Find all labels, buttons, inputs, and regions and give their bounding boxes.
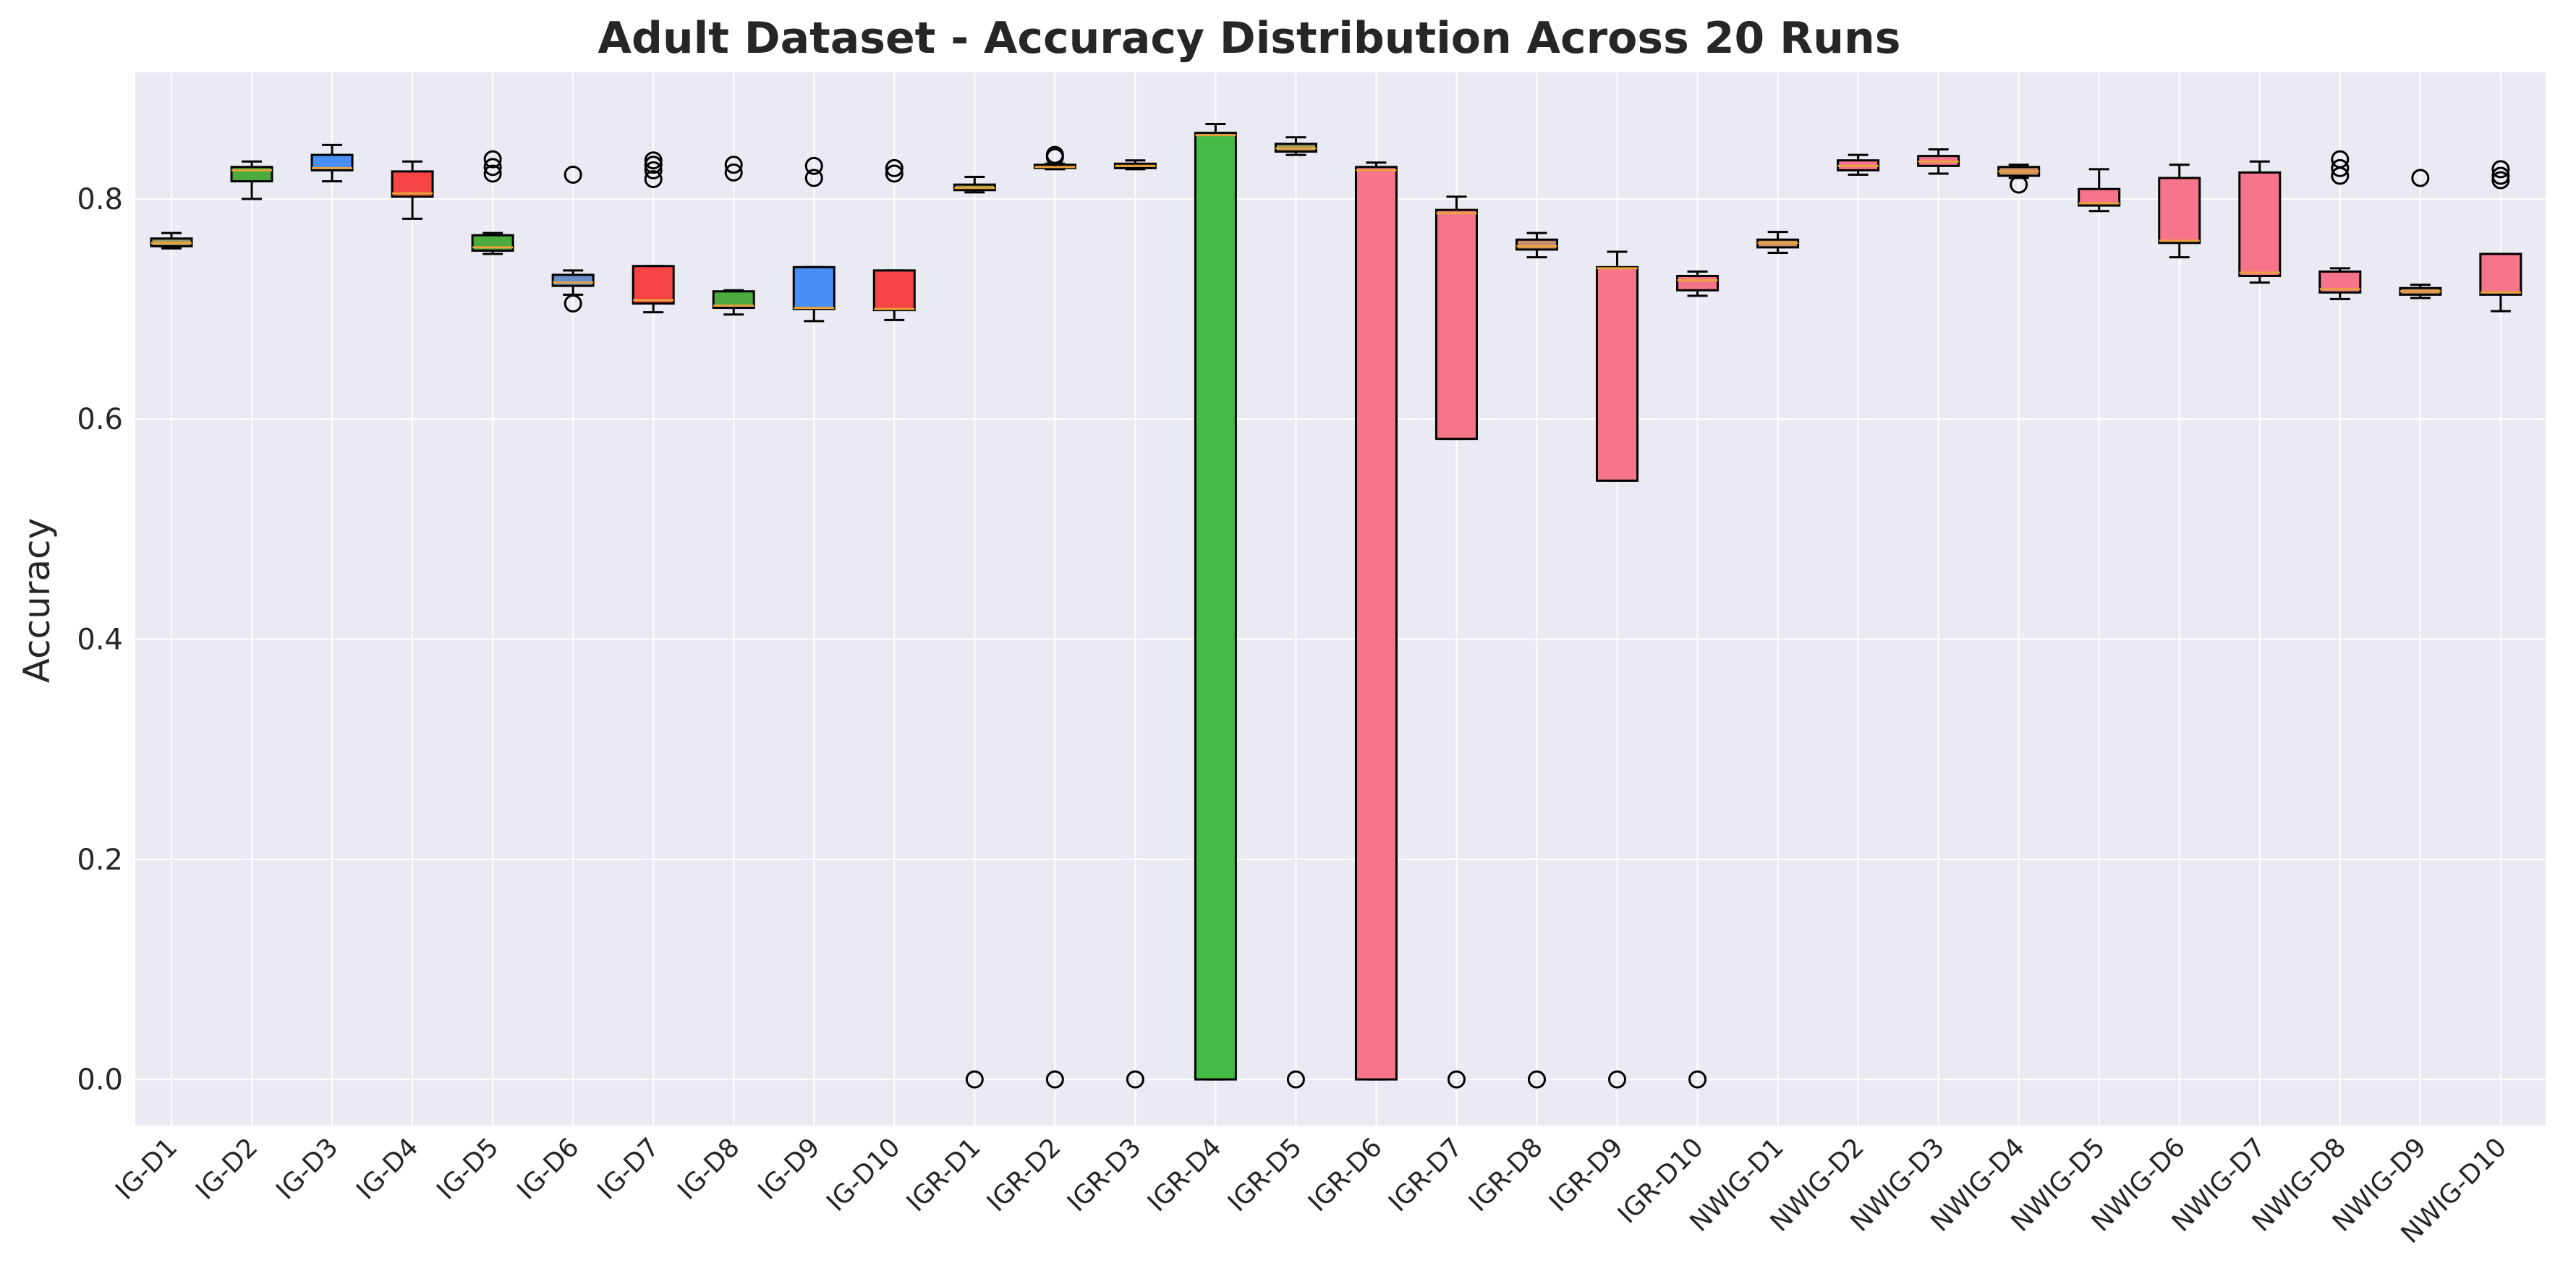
outlier-point: [564, 294, 582, 313]
outlier-point: [1286, 1070, 1305, 1089]
outlier-point: [1126, 1070, 1144, 1089]
box-body: [792, 265, 836, 310]
box-igr-d3: [1113, 159, 1157, 1089]
outlier-point: [1045, 145, 1064, 164]
box-body: [872, 269, 916, 312]
box-body: [712, 290, 755, 310]
outlier-point: [644, 170, 663, 189]
y-tick-label: 0.6: [77, 403, 123, 436]
outlier-point: [2010, 175, 2028, 194]
box-igr-d1: [953, 176, 996, 1089]
box-nwig-d3: [1917, 148, 1960, 175]
box-igr-d10: [1676, 270, 1720, 1089]
box-ig-d3: [310, 143, 354, 183]
box-ig-d10: [872, 158, 916, 321]
box-nwig-d8: [2318, 150, 2362, 300]
outlier-point: [1688, 1070, 1707, 1089]
outlier-point: [564, 165, 582, 184]
box-body: [632, 265, 675, 305]
box-igr-d7: [1434, 195, 1478, 1089]
box-body: [230, 166, 273, 183]
outlier-point: [483, 150, 502, 169]
outlier-point: [2491, 171, 2510, 190]
box-igr-d8: [1516, 231, 1559, 1089]
outlier-point: [1447, 1070, 1466, 1089]
plot-area: [135, 72, 2546, 1126]
outlier-point: [2491, 160, 2510, 179]
box-ig-d5: [471, 150, 514, 255]
box-body: [1516, 238, 1559, 251]
box-nwig-d2: [1837, 153, 1880, 176]
outlier-point: [644, 156, 663, 174]
outlier-point: [483, 158, 502, 177]
outlier-point: [644, 161, 663, 179]
box-nwig-d6: [2158, 163, 2201, 259]
box-ig-d2: [230, 160, 273, 200]
box-nwig-d4: [1997, 163, 2041, 194]
outlier-point: [1045, 1070, 1064, 1089]
outlier-point: [724, 156, 743, 174]
box-ig-d1: [150, 231, 193, 250]
box-ig-d7: [632, 151, 675, 314]
box-body: [2158, 177, 2201, 245]
box-body: [1676, 274, 1720, 292]
outlier-point: [2491, 166, 2510, 185]
outlier-point: [2331, 158, 2350, 177]
outlier-point: [804, 156, 823, 175]
box-body: [2238, 171, 2282, 277]
box-igr-d2: [1033, 145, 1076, 1089]
outlier-point: [1528, 1070, 1547, 1089]
box-ig-d4: [391, 160, 434, 220]
box-ig-d8: [712, 156, 755, 316]
y-tick-label: 0.4: [77, 624, 123, 657]
outlier-point: [724, 163, 743, 182]
y-tick-labels: 0.0 0.2 0.4 0.6 0.8: [77, 183, 123, 1097]
box-nwig-d1: [1756, 231, 1800, 255]
box-nwig-d5: [2078, 168, 2121, 213]
box-nwig-d10: [2479, 160, 2522, 313]
outlier-point: [1608, 1070, 1627, 1089]
box-igr-d4: [1194, 123, 1237, 1081]
outlier-point: [885, 164, 904, 183]
box-body: [551, 273, 595, 287]
box-nwig-d7: [2238, 160, 2282, 284]
box-body: [1354, 166, 1398, 1081]
outlier-point: [2411, 169, 2430, 187]
chart-title: Adult Dataset - Accuracy Distribution Ac…: [598, 13, 1901, 64]
box-body: [1434, 208, 1478, 441]
box-ig-d9: [792, 156, 836, 323]
box-igr-d9: [1596, 250, 1639, 1089]
box-body: [1194, 132, 1237, 1081]
box-nwig-d9: [2399, 169, 2442, 299]
outlier-point: [483, 164, 502, 183]
outlier-point: [885, 158, 904, 177]
outlier-point: [644, 151, 663, 170]
y-axis-label: Accuracy: [16, 518, 58, 683]
outlier-point: [2331, 150, 2350, 169]
box-body: [2479, 252, 2522, 296]
boxes-layer: [150, 123, 2522, 1089]
y-tick-label: 0.8: [77, 183, 123, 216]
outlier-point: [804, 169, 823, 187]
box-igr-d6: [1354, 161, 1398, 1081]
box-body: [2078, 187, 2121, 207]
y-tick-label: 0.0: [77, 1063, 123, 1097]
outlier-point: [965, 1070, 984, 1089]
box-body: [310, 153, 354, 171]
y-tick-label: 0.2: [77, 844, 123, 877]
box-body: [1596, 265, 1639, 482]
box-igr-d5: [1274, 136, 1317, 1089]
box-ig-d6: [551, 165, 595, 313]
